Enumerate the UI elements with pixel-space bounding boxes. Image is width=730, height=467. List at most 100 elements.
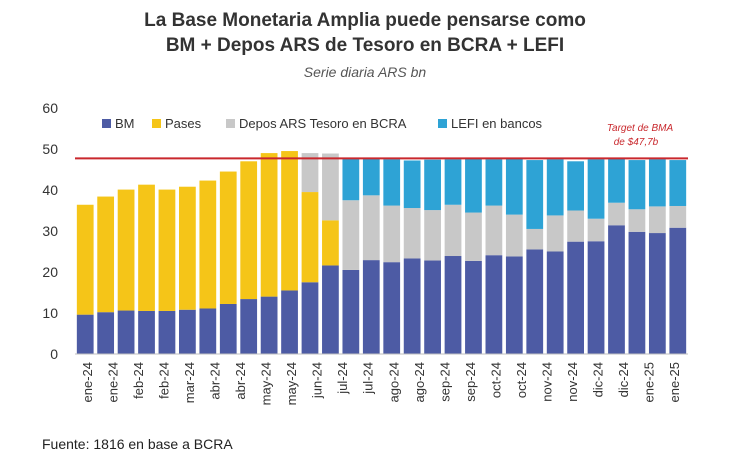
bar-segment-3 xyxy=(444,204,462,257)
legend-swatch xyxy=(438,119,447,128)
bar-segment-2 xyxy=(97,196,115,313)
bar-segment-1 xyxy=(301,282,319,354)
bar-segment-3 xyxy=(526,228,544,250)
x-tick-label: dic-24 xyxy=(591,362,606,397)
bar-segment-4 xyxy=(648,159,666,207)
bar-segment-3 xyxy=(403,208,421,259)
x-tick-label: nov-24 xyxy=(565,362,580,402)
bar-segment-2 xyxy=(117,189,135,311)
y-tick-label: 0 xyxy=(50,346,58,362)
bar-segment-2 xyxy=(281,151,298,291)
x-tick-label: ene-24 xyxy=(105,362,120,402)
bar-segment-1 xyxy=(260,296,278,354)
bar-segment-4 xyxy=(424,159,441,211)
x-tick-label: ene-24 xyxy=(80,362,95,402)
bar-segment-1 xyxy=(240,299,258,354)
bar-segment-2 xyxy=(260,153,278,297)
bar-segment-3 xyxy=(505,214,523,257)
x-tick-label: may-24 xyxy=(284,362,299,405)
y-tick-label: 20 xyxy=(42,264,58,280)
bar-segment-1 xyxy=(444,256,462,354)
x-tick-label: sep-24 xyxy=(437,362,452,402)
bar-segment-1 xyxy=(383,262,401,354)
bar-segment-4 xyxy=(465,158,482,213)
bar-segment-1 xyxy=(669,227,687,354)
legend-swatch xyxy=(102,119,111,128)
x-tick-label: may-24 xyxy=(259,362,274,405)
legend-label: Depos ARS Tesoro en BCRA xyxy=(239,116,407,131)
x-tick-label: abr-24 xyxy=(207,362,222,400)
y-tick-label: 30 xyxy=(42,223,58,239)
bar-segment-1 xyxy=(648,233,666,354)
bar-segment-1 xyxy=(117,310,135,354)
x-tick-label: ago-24 xyxy=(412,362,427,402)
bar-segment-1 xyxy=(76,314,94,354)
bar-segment-4 xyxy=(362,158,380,196)
legend-label: BM xyxy=(115,116,135,131)
source-note: Fuente: 1816 en base a BCRA xyxy=(42,436,233,452)
bar-segment-3 xyxy=(628,209,646,232)
chart-title-line2: BM + Depos ARS de Tesoro en BCRA + LEFI xyxy=(165,35,565,56)
bar-segment-3 xyxy=(546,215,564,252)
x-tick-label: ene-25 xyxy=(667,362,682,402)
bar-segment-1 xyxy=(546,251,564,354)
x-tick-label: oct-24 xyxy=(514,362,529,398)
bar-segment-1 xyxy=(608,225,625,354)
bar-segment-1 xyxy=(281,290,298,354)
stacked-bar-chart: 0 10 20 30 40 50 60 ene-24 ene-24 feb-24 feb-24 mar… xyxy=(42,100,688,405)
x-tick-label: ene-25 xyxy=(642,362,657,402)
bar-segment-1 xyxy=(97,312,115,354)
bar-segment-1 xyxy=(403,258,421,354)
bar-segment-2 xyxy=(199,180,217,309)
bar-segment-4 xyxy=(505,158,523,215)
bar-segment-1 xyxy=(342,269,360,354)
bar-segment-4 xyxy=(403,160,421,209)
y-tick-label: 60 xyxy=(42,100,58,116)
legend-label: LEFI en bancos xyxy=(451,116,543,131)
bar-segment-2 xyxy=(301,192,319,283)
bar-segment-1 xyxy=(138,310,155,354)
bar-segment-4 xyxy=(608,158,625,203)
target-label-line1: Target de BMA xyxy=(607,123,674,134)
bar-segment-2 xyxy=(138,184,155,311)
bar-segment-3 xyxy=(322,153,339,221)
bar-segment-2 xyxy=(219,171,237,304)
y-tick-label: 10 xyxy=(42,305,58,321)
chart-title-line1: La Base Monetaria Amplia puede pensarse … xyxy=(144,10,586,31)
bar-segment-4 xyxy=(342,158,360,201)
bar-segment-3 xyxy=(301,153,319,193)
bar-segment-4 xyxy=(383,159,401,206)
bar-segment-4 xyxy=(444,159,462,205)
legend-label: Pases xyxy=(165,116,202,131)
x-tick-label: feb-24 xyxy=(131,362,146,399)
x-tick-label: sep-24 xyxy=(463,362,478,402)
bar-segment-1 xyxy=(322,265,339,354)
x-tick-label: mar-24 xyxy=(182,362,197,403)
bar-segment-1 xyxy=(219,303,237,354)
bar-segment-1 xyxy=(485,255,503,354)
target-label-line2: de $47,7b xyxy=(614,137,659,148)
bar-segment-3 xyxy=(362,195,380,261)
x-tick-label: feb-24 xyxy=(156,362,171,399)
bar-segment-3 xyxy=(567,210,584,242)
x-tick-label: oct-24 xyxy=(488,362,503,398)
bar-segment-1 xyxy=(587,241,605,354)
y-tick-label: 40 xyxy=(42,182,58,198)
bar-segment-1 xyxy=(424,260,441,354)
y-tick-label: 50 xyxy=(42,141,58,157)
bar-segment-3 xyxy=(465,212,482,261)
bar-segment-2 xyxy=(179,186,196,310)
legend-swatch xyxy=(226,119,235,128)
x-tick-label: ago-24 xyxy=(386,362,401,402)
bar-segment-4 xyxy=(485,159,503,206)
bar-segment-3 xyxy=(485,205,503,256)
bar-segment-3 xyxy=(383,205,401,263)
bar-segment-2 xyxy=(76,204,94,315)
legend-swatch xyxy=(152,119,161,128)
bar-segment-2 xyxy=(158,189,176,311)
bar-segment-1 xyxy=(158,310,176,354)
x-tick-label: dic-24 xyxy=(616,362,631,397)
bar-segment-4 xyxy=(669,160,687,206)
bar-segment-1 xyxy=(567,241,584,354)
